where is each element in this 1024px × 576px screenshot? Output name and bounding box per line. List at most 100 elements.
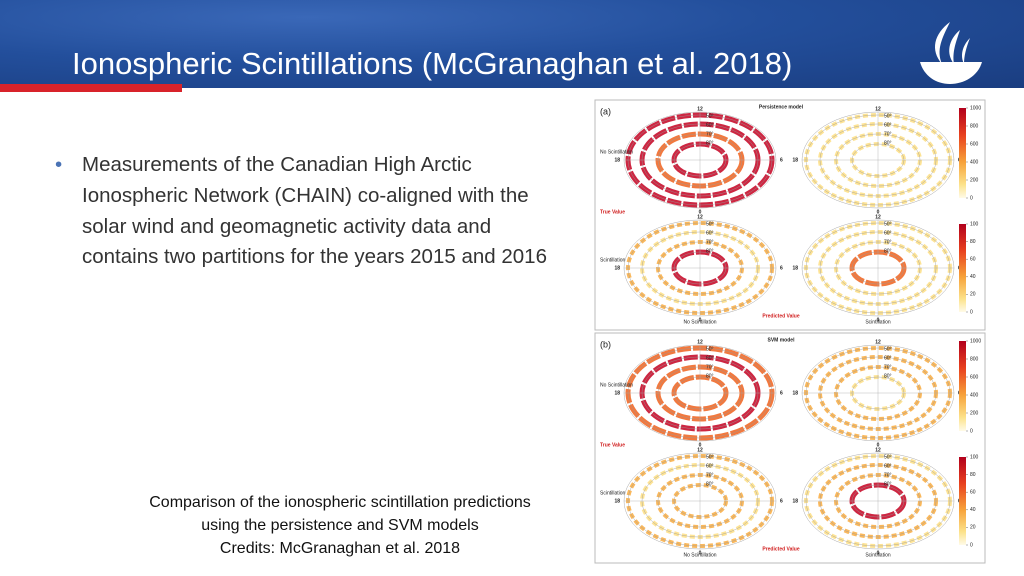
- colorbar-tick-label: 60: [970, 257, 976, 263]
- hour-label: 18: [792, 390, 798, 396]
- bullet: Measurements of the Canadian High Arctic…: [55, 150, 555, 273]
- panel-frame: [594, 99, 986, 331]
- hour-label: 12: [697, 214, 703, 220]
- row-label: No Scintillation: [600, 149, 633, 155]
- latitude-label: 50°: [706, 221, 714, 227]
- latitude-label: 70°: [706, 472, 714, 478]
- latitude-label: 50°: [884, 346, 892, 352]
- latitude-label: 70°: [706, 364, 714, 370]
- caption-line: Comparison of the ionospheric scintillat…: [149, 494, 531, 511]
- hour-label: 12: [697, 339, 703, 345]
- true-value-label: True Value: [600, 209, 625, 215]
- hour-label: 6: [780, 157, 783, 163]
- colorbar-tick-label: 20: [970, 292, 976, 298]
- colorbar-tick-label: 0: [970, 309, 973, 315]
- predicted-value-label: Predicted Value: [762, 313, 799, 319]
- colorbar-tick-label: 200: [970, 177, 979, 183]
- column-label: No Scintillation: [683, 552, 716, 558]
- latitude-label: 60°: [884, 463, 892, 469]
- hour-label: 0: [877, 442, 880, 448]
- latitude-label: 50°: [706, 346, 714, 352]
- polar-plot: 12 0 18 6 50° 60° 70° 80°: [614, 447, 783, 556]
- colorbar-tick-label: 0: [970, 195, 973, 201]
- latitude-label: 60°: [884, 122, 892, 128]
- row-label: No Scintillation: [600, 382, 633, 388]
- hour-label: 0: [699, 442, 702, 448]
- colorbar-tick-label: 60: [970, 490, 976, 496]
- hour-label: 6: [780, 498, 783, 504]
- row-label: Scintillation: [600, 257, 626, 263]
- latitude-label: 80°: [884, 373, 892, 379]
- latitude-label: 70°: [706, 239, 714, 245]
- colorbar-tick-label: 40: [970, 507, 976, 513]
- panel-label: (b): [600, 339, 611, 349]
- latitude-label: 80°: [706, 481, 714, 487]
- hour-label: 18: [792, 157, 798, 163]
- colorbar: [959, 224, 966, 312]
- colorbar-tick-label: 600: [970, 374, 979, 380]
- accent-bar: [0, 84, 182, 92]
- figure-panel: (b)SVM model12018650°60°70°80°12018650°6…: [594, 332, 986, 564]
- latitude-label: 80°: [706, 373, 714, 379]
- colorbar-tick-label: 600: [970, 141, 979, 147]
- latitude-label: 60°: [706, 355, 714, 361]
- panel-frame: [594, 332, 986, 564]
- panel-title: SVM model: [768, 337, 796, 343]
- polar-plot: 12 0 18 6 50° 60° 70° 80°: [614, 339, 783, 448]
- latitude-label: 80°: [706, 248, 714, 254]
- latitude-label: 50°: [884, 454, 892, 460]
- colorbar: [959, 341, 966, 431]
- colorbar-tick-label: 40: [970, 274, 976, 280]
- colorbar-tick-label: 0: [970, 542, 973, 548]
- caption-line: using the persistence and SVM models: [201, 517, 479, 534]
- hour-label: 12: [697, 447, 703, 453]
- latitude-label: 70°: [884, 472, 892, 478]
- colorbar-tick-label: 200: [970, 410, 979, 416]
- hour-label: 18: [614, 157, 620, 163]
- hour-label: 18: [792, 498, 798, 504]
- column-label: No Scintillation: [683, 319, 716, 325]
- latitude-label: 80°: [706, 140, 714, 146]
- colorbar-tick-label: 800: [970, 123, 979, 129]
- latitude-label: 60°: [706, 463, 714, 469]
- colorbar: [959, 457, 966, 545]
- caption: Comparison of the ionospheric scintillat…: [110, 491, 570, 560]
- latitude-label: 50°: [706, 113, 714, 119]
- hour-label: 0: [699, 550, 702, 556]
- latitude-label: 50°: [884, 113, 892, 119]
- colorbar-tick-label: 20: [970, 525, 976, 531]
- colorbar-tick-label: 0: [970, 428, 973, 434]
- latitude-label: 60°: [706, 122, 714, 128]
- latitude-label: 60°: [884, 355, 892, 361]
- predicted-value-label: Predicted Value: [762, 546, 799, 552]
- latitude-label: 70°: [884, 239, 892, 245]
- caption-line: Credits: McGranaghan et al. 2018: [219, 540, 461, 557]
- column-label: Scintillation: [865, 552, 891, 558]
- hour-label: 0: [877, 209, 880, 215]
- colorbar-tick-label: 800: [970, 356, 979, 362]
- hour-label: 12: [875, 447, 881, 453]
- latitude-label: 50°: [706, 454, 714, 460]
- colorbar: [959, 108, 966, 198]
- latitude-label: 80°: [884, 481, 892, 487]
- latitude-label: 60°: [884, 230, 892, 236]
- latitude-label: 80°: [884, 248, 892, 254]
- latitude-label: 70°: [884, 131, 892, 137]
- column-label: Scintillation: [865, 319, 891, 325]
- hour-label: 18: [614, 498, 620, 504]
- hour-label: 12: [875, 106, 881, 112]
- header-banner: [0, 0, 1024, 88]
- panel-label: (a): [600, 106, 611, 116]
- colorbar-tick-label: 100: [970, 454, 979, 460]
- hour-label: 12: [875, 214, 881, 220]
- hour-label: 12: [875, 339, 881, 345]
- hour-label: 18: [614, 265, 620, 271]
- hour-label: 18: [614, 390, 620, 396]
- hour-label: 6: [780, 390, 783, 396]
